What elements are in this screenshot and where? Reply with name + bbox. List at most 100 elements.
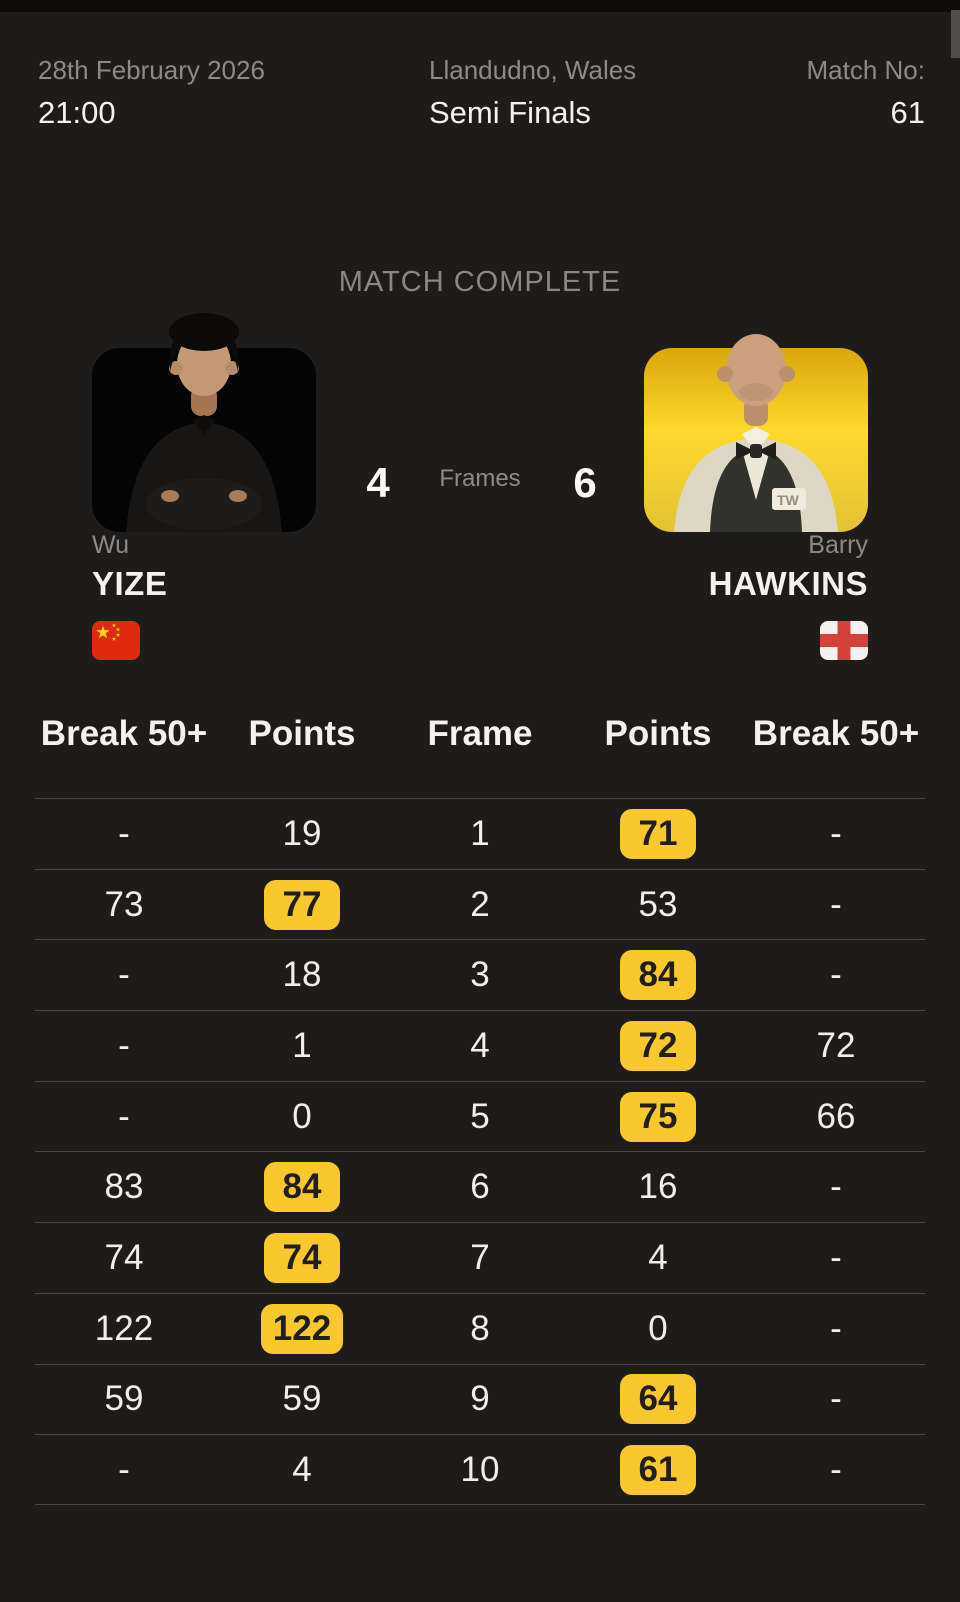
left-points-value: 18 [282,955,322,995]
right-points-cell: 61 [569,1444,747,1495]
right-break-cell: - [747,885,925,924]
left-break-value: 74 [104,1237,144,1277]
left-break-value: - [118,1096,130,1136]
header-right-break: Break 50+ [752,714,920,753]
left-break-cell: - [35,956,213,994]
frame-row: 122 122 8 0 - [35,1292,925,1364]
right-break-cell: - [747,1308,925,1348]
left-break-cell: 74 [35,1237,213,1277]
header-right-points: Points [604,714,712,753]
right-break-value: - [830,1449,842,1489]
frame-number-value: 10 [460,1449,500,1489]
left-points-value: 4 [292,1449,312,1489]
left-points-cell: 1 [213,1026,391,1065]
left-points-cell: 4 [213,1449,391,1489]
right-points-value: 16 [638,1167,678,1207]
right-points-value: 72 [620,1020,696,1071]
match-date: 28th February 2026 [38,55,265,85]
left-points-cell: 18 [213,956,391,994]
frame-number-value: 8 [470,1308,490,1348]
frame-number-cell: 1 [391,813,569,853]
right-points-cell: 64 [569,1374,747,1425]
right-points-cell: 72 [569,1020,747,1071]
frame-number-cell: 9 [391,1380,569,1418]
left-break-value: 73 [104,884,144,924]
header-frame: Frame [427,714,533,753]
frame-number-value: 6 [470,1167,490,1207]
frame-number-value: 9 [470,1379,490,1419]
right-break-cell: - [747,1168,925,1206]
frames-table-header: Break 50+ Points Frame Points Break 50+ [35,716,925,752]
right-points-value: 53 [638,884,678,924]
frame-number-value: 7 [470,1237,490,1277]
right-points-cell: 53 [569,884,747,924]
right-points-value: 84 [620,950,696,1001]
right-break-value: - [830,813,842,853]
left-points-value: 59 [282,1379,322,1419]
left-points-cell: 77 [213,879,391,930]
score-frames-label: Frames [439,465,521,492]
left-break-value: 59 [104,1379,144,1419]
left-break-cell: 59 [35,1380,213,1418]
right-break-cell: 66 [747,1096,925,1136]
frame-number-cell: 4 [391,1025,569,1065]
right-points-cell: 75 [569,1091,747,1142]
left-break-cell: - [35,814,213,853]
right-points-cell: 16 [569,1168,747,1206]
svg-text:TW: TW [777,492,800,508]
left-points-value: 122 [260,1303,344,1354]
right-points-value: 64 [620,1374,696,1425]
frame-number-cell: 3 [391,956,569,994]
left-points-cell: 19 [213,814,391,853]
right-break-cell: - [747,956,925,994]
frame-number-value: 1 [470,813,490,853]
left-points-value: 77 [264,879,340,930]
right-points-value: 61 [620,1444,696,1495]
frame-number-cell: 8 [391,1308,569,1348]
header-left-points: Points [248,714,356,753]
player-photo-barry-hawkins: TW [674,334,838,532]
left-break-cell: - [35,1096,213,1136]
frame-row: - 18 3 84 - [35,939,925,1010]
left-break-value: 83 [104,1167,144,1207]
frame-number-value: 3 [470,955,490,995]
left-points-cell: 74 [213,1232,391,1283]
left-break-value: - [118,955,130,995]
right-points-value: 0 [648,1308,668,1348]
left-break-value: 122 [94,1308,154,1348]
right-break-value: 72 [816,1025,856,1065]
frame-number-value: 5 [470,1096,490,1136]
right-break-value: - [830,955,842,995]
right-break-cell: - [747,1237,925,1277]
frame-row: - 19 1 71 - [35,798,925,869]
right-points-cell: 0 [569,1308,747,1348]
right-points-value: 75 [620,1091,696,1142]
left-break-cell: 73 [35,884,213,924]
score-right: 6 [573,459,597,506]
frame-number-cell: 6 [391,1168,569,1206]
frame-number-cell: 10 [391,1449,569,1489]
right-break-value: - [830,1308,842,1348]
player-last-name-right: HAWKINS [708,565,868,602]
frame-number-value: 4 [470,1025,490,1065]
player-photo-wu-yize [126,313,282,532]
frame-row: - 1 4 72 72 [35,1010,925,1081]
match-time: 21:00 [38,95,116,130]
match-number-block: Match No: 61 [807,57,926,128]
right-break-value: - [830,1237,842,1277]
match-number: 61 [890,95,925,130]
right-break-value: - [830,1379,842,1419]
right-points-cell: 71 [569,808,747,859]
frame-number-cell: 7 [391,1237,569,1277]
left-points-value: 84 [264,1162,340,1213]
venue: Llandudno, Wales [429,55,637,85]
frame-row: 73 77 2 53 - [35,868,925,940]
scrollbar-thumb[interactable] [951,10,960,58]
right-break-cell: 72 [747,1025,925,1065]
match-status: MATCH COMPLETE [338,266,622,298]
china-flag-icon [92,621,140,660]
right-break-value: 66 [816,1096,856,1136]
left-break-value: - [118,1449,130,1489]
frame-row: - 0 5 75 66 [35,1080,925,1152]
left-break-cell: - [35,1449,213,1489]
